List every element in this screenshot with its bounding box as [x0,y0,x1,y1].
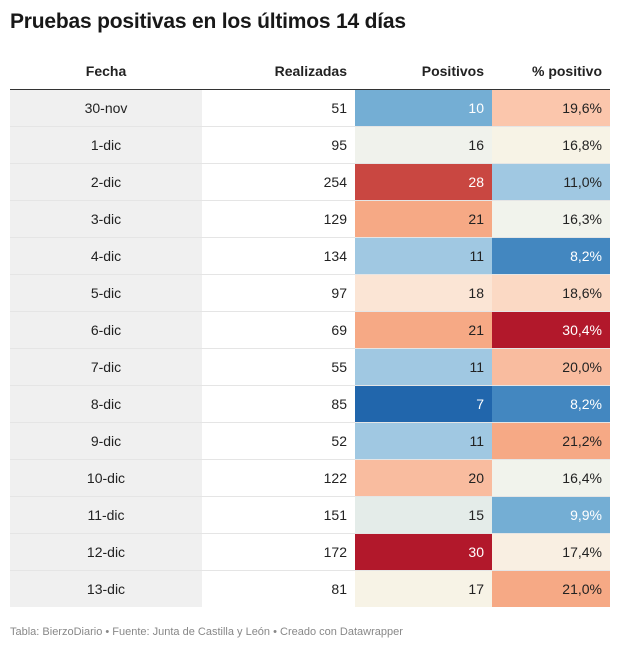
cell-positivos: 18 [355,274,492,312]
cell-pct-positivo: 8,2% [492,385,610,423]
cell-pct-positivo: 20,0% [492,348,610,386]
cell-fecha: 8-dic [10,385,202,423]
cell-realizadas: 172 [202,533,355,571]
cell-realizadas: 81 [331,580,347,597]
cell-pct-positivo: 30,4% [492,311,610,349]
column-header-realizadas[interactable]: Realizadas [202,53,355,90]
cell-positivos: 20 [355,459,492,497]
cell-positivos: 11 [355,422,492,460]
cell-fecha: 12-dic [10,533,202,571]
table-row: 11-dic 151 15 9,9% [10,496,610,534]
cell-fecha: 6-dic [10,311,202,349]
cell-pct-positivo: 16,4% [492,459,610,497]
table-header-row: Fecha Realizadas Positivos % positivo [10,53,610,90]
cell-realizadas: 254 [202,163,355,201]
cell-positivos: 16 [355,126,492,164]
table-row: 5-dic 97 18 18,6% [10,274,610,312]
table-row: 30-nov 51 10 19,6% [10,89,610,127]
table-row: 12-dic 172 30 17,4% [10,533,610,571]
cell-positivos: 17 [355,570,492,607]
cell-pct-positivo: 18,6% [492,274,610,312]
table-row: 1-dic 95 16 16,8% [10,126,610,164]
cell-realizadas: 97 [202,274,355,312]
cell-realizadas: 134 [202,237,355,275]
cell-pct-positivo: 11,0% [492,163,610,201]
cell-fecha: 30-nov [10,89,202,127]
table-row: 9-dic 52 11 21,2% [10,422,610,460]
cell-realizadas: 52 [202,422,355,460]
table-row: 4-dic 134 11 8,2% [10,237,610,275]
table-body: 30-nov 51 10 19,6% 1-dic 95 16 16,8% 2-dic 254 28 1… [10,89,610,607]
cell-realizadas: 69 [202,311,355,349]
cell-fecha: 2-dic [10,163,202,201]
cell-fecha: 1-dic [10,126,202,164]
column-header-fecha[interactable]: Fecha [10,53,202,90]
cell-realizadas: 129 [202,200,355,238]
table-row: 10-dic 122 20 16,4% [10,459,610,497]
cell-positivos: 21 [355,200,492,238]
table-row: 2-dic 254 28 11,0% [10,163,610,201]
cell-pct-positivo: 16,8% [492,126,610,164]
cell-positivos: 11 [355,348,492,386]
cell-positivos: 21 [355,311,492,349]
cell-positivos: 15 [355,496,492,534]
column-header-pct-positivo[interactable]: % positivo [492,53,610,90]
cell-realizadas: 122 [202,459,355,497]
table-row: 6-dic 69 21 30,4% [10,311,610,349]
cell-pct-positivo: 21,2% [492,422,610,460]
cell-pct-positivo: 8,2% [492,237,610,275]
table-row: 7-dic 55 11 20,0% [10,348,610,386]
cell-pct-positivo: 9,9% [492,496,610,534]
cell-realizadas: 95 [202,126,355,164]
cell-realizadas: 151 [202,496,355,534]
cell-pct-positivo: 17,4% [492,533,610,571]
cell-positivos: 30 [355,533,492,571]
cell-fecha: 9-dic [10,422,202,460]
table-row: 3-dic 129 21 16,3% [10,200,610,238]
column-header-positivos[interactable]: Positivos [355,53,492,90]
cell-realizadas: 51 [202,89,355,127]
cell-fecha: 13-dic [10,570,202,607]
table-row: 13-dic 81 17 21,0% [10,570,610,607]
chart-footer: Tabla: BierzoDiario • Fuente: Junta de C… [10,626,403,638]
cell-fecha: 5-dic [10,274,202,312]
cell-pct-positivo: 19,6% [492,89,610,127]
cell-positivos: 7 [355,385,492,423]
cell-fecha: 7-dic [10,348,202,386]
cell-positivos: 10 [355,89,492,127]
cell-pct-positivo: 21,0% [492,570,610,607]
cell-positivos: 28 [355,163,492,201]
cell-pct-positivo: 16,3% [492,200,610,238]
data-table: Fecha Realizadas Positivos % positivo 30… [10,53,610,607]
chart-title: Pruebas positivas en los últimos 14 días [10,10,406,33]
cell-fecha: 4-dic [10,237,202,275]
table-row: 8-dic 85 7 8,2% [10,385,610,423]
cell-realizadas: 85 [202,385,355,423]
cell-fecha: 10-dic [10,459,202,497]
cell-fecha: 11-dic [10,496,202,534]
cell-positivos: 11 [355,237,492,275]
cell-realizadas: 55 [202,348,355,386]
cell-fecha: 3-dic [10,200,202,238]
